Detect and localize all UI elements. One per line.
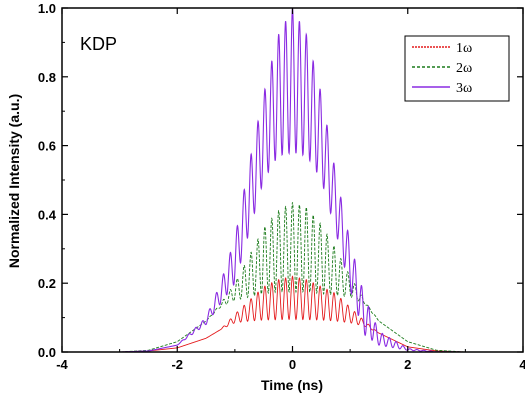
y-tick-label: 0.0 [38,345,56,360]
y-tick-label: 1.0 [38,1,56,16]
x-tick-label: 4 [519,357,525,372]
series-line [62,275,523,352]
y-tick-label: 0.2 [38,276,56,291]
x-tick-label: -4 [56,357,68,372]
y-tick-label: 0.6 [38,139,56,154]
x-tick-label: 2 [404,357,411,372]
chart-annotation: KDP [80,34,117,54]
legend-label: 1ω [456,41,472,56]
y-tick-label: 0.8 [38,70,56,85]
y-axis-label: Normalized Intensity (a.u.) [6,94,22,268]
x-axis-label: Time (ns) [261,377,323,393]
ticks-layer: -4 -2 0 2 4 0.0 0.2 0.4 0.6 0.8 1.0 [38,1,525,372]
legend: 1ω 2ω 3ω [404,35,510,102]
x-tick-label: 0 [289,357,296,372]
x-tick-label: -2 [171,357,183,372]
legend-label: 3ω [456,81,472,96]
legend-label: 2ω [456,61,472,76]
y-tick-label: 0.4 [38,207,57,222]
